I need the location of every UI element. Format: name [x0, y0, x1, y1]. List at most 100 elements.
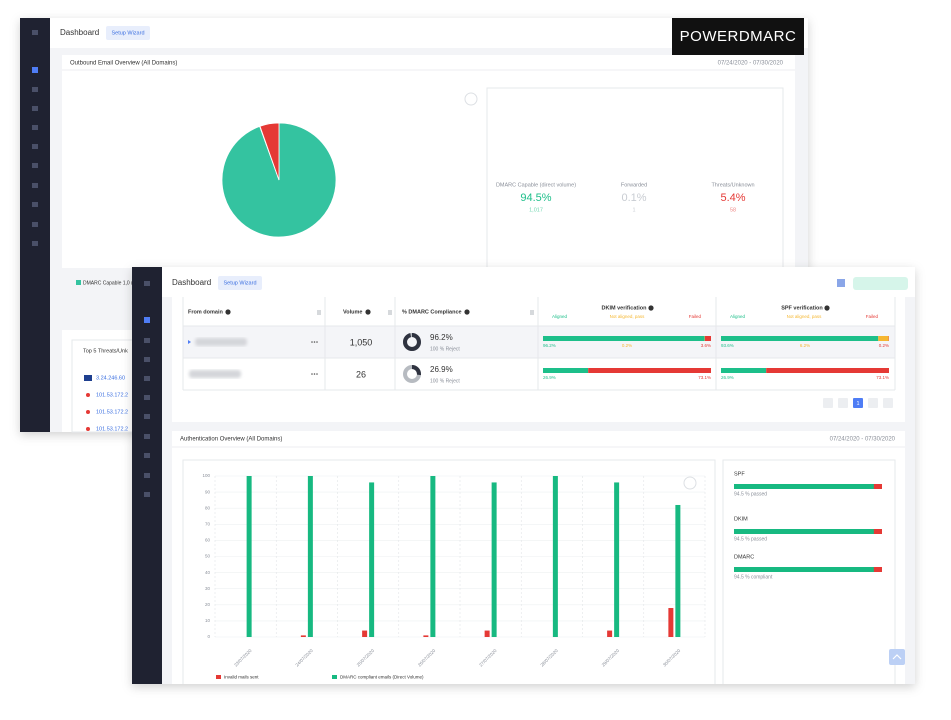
sidebar-icons [144, 281, 150, 497]
more-icons[interactable] [311, 341, 318, 375]
scroll-top-button[interactable] [889, 649, 905, 665]
legend-swatch [332, 675, 337, 679]
y-tick-label: 40 [205, 570, 211, 575]
progress-label: 0.2% [879, 343, 889, 348]
sub-header: Aligned [552, 314, 568, 319]
summary-name: DKIM [734, 516, 748, 522]
help-icon[interactable] [648, 305, 654, 311]
progress-label: 73.1% [876, 375, 889, 380]
page-first[interactable] [823, 398, 833, 408]
legend-label: DMARC compliant emails (Direct Volume) [340, 675, 424, 680]
setup-button[interactable] [106, 26, 150, 40]
y-tick-label: 30 [205, 586, 211, 591]
ip-link[interactable]: 3.24.246.60 [96, 375, 125, 381]
stat-value: 0.1% [621, 192, 646, 204]
threat-dot [86, 393, 90, 397]
progress-label: 73.1% [698, 375, 711, 380]
chart-panel [182, 459, 716, 684]
download-button[interactable] [683, 476, 697, 490]
legend-label: Invalid mails sent [224, 675, 259, 680]
volume: 26 [356, 369, 366, 379]
setup-button-label[interactable]: Setup Wizard [223, 280, 256, 286]
page-title: Dashboard [60, 28, 99, 37]
page-last[interactable] [883, 398, 893, 408]
legend-label: DMARC Capable 1,0 (direct volume) [83, 280, 164, 286]
overview-card [62, 55, 795, 268]
ip-link[interactable]: 101.53.172.2 [96, 426, 128, 432]
sub-header: Failed [689, 314, 702, 319]
progress-segment [878, 336, 889, 341]
policy: 100 % Reject [430, 346, 460, 352]
stat-value: 94.5% [520, 192, 551, 204]
bar [491, 482, 497, 637]
sidebar-icons [32, 30, 38, 246]
stat-count: 58 [730, 207, 736, 213]
setup-button-label[interactable]: Setup Wizard [111, 30, 144, 36]
donut-value [403, 333, 421, 351]
setup-button[interactable] [218, 276, 262, 290]
y-tick-label: 80 [205, 505, 211, 510]
page-current[interactable] [853, 398, 863, 408]
progress-label: 6.2% [800, 343, 810, 348]
column-header[interactable]: Volume [343, 309, 362, 315]
donut-value [403, 365, 421, 383]
progress-segment [704, 336, 711, 341]
summary-label: 94.5 % compliant [734, 574, 773, 580]
bar [675, 504, 681, 637]
table-lines [182, 297, 896, 391]
compliance-value: 96.2% [430, 333, 453, 342]
flag [84, 375, 92, 381]
compliance-value: 26.9% [430, 365, 453, 374]
stat-label: DMARC Capable (direct volume) [496, 182, 576, 188]
bar [362, 630, 368, 637]
progress-segment [588, 368, 711, 373]
pagination[interactable] [823, 398, 893, 408]
legend-swatch [76, 280, 81, 285]
progress-segment [721, 368, 767, 373]
bar [423, 635, 429, 637]
page-next[interactable] [868, 398, 878, 408]
page-prev[interactable] [838, 398, 848, 408]
help-icon[interactable] [824, 305, 830, 311]
summary-label: 94.5 % passed [734, 536, 767, 542]
y-tick-label: 0 [207, 634, 210, 639]
bar [369, 482, 375, 637]
grid-icon[interactable] [837, 279, 845, 287]
sub-header: Failed [866, 314, 879, 319]
expand-icon[interactable] [188, 340, 191, 344]
y-tick-label: 90 [205, 489, 211, 494]
ip-link[interactable]: 101.53.172.2 [96, 409, 128, 415]
help-icon[interactable] [225, 309, 231, 315]
column-header[interactable]: From domain [188, 309, 223, 315]
ip-link[interactable]: 101.53.172.2 [96, 392, 128, 398]
bar [246, 476, 252, 637]
account-pill[interactable] [853, 277, 908, 290]
page-number[interactable]: 1 [856, 401, 859, 407]
scroll-top-icon[interactable] [892, 654, 902, 660]
summary-bar [734, 567, 874, 572]
progress-label: 96.2% [543, 343, 556, 348]
progress-segment [721, 336, 879, 341]
download-button[interactable] [464, 92, 478, 106]
stat-label: Forwarded [621, 182, 647, 188]
summary-label: 94.5 % passed [734, 491, 767, 497]
y-tick-label: 100 [202, 473, 210, 478]
threat-dot [86, 427, 90, 431]
summary: SPF 94.5 % passed DKIM 94.5 % passed DMARC 94… [734, 471, 882, 580]
bar [307, 476, 313, 637]
help-icon[interactable] [464, 309, 470, 315]
sort-icons[interactable] [317, 310, 534, 315]
pie-slice [259, 122, 280, 181]
summary-bar [734, 484, 874, 489]
help-icon[interactable] [365, 309, 371, 315]
volume: 1,050 [350, 337, 373, 347]
progress-segment [543, 368, 589, 373]
pie-slice [221, 122, 337, 238]
card-title: Authentication Overview (All Domains) [180, 437, 282, 443]
front-window: Dashboard Setup Wizard From domain Volum… [132, 267, 915, 684]
logo: POWERDMARC [680, 28, 797, 45]
row-highlight [183, 326, 895, 358]
column-header[interactable]: % DMARC Compliance [402, 309, 462, 315]
pie-chart [221, 122, 337, 238]
